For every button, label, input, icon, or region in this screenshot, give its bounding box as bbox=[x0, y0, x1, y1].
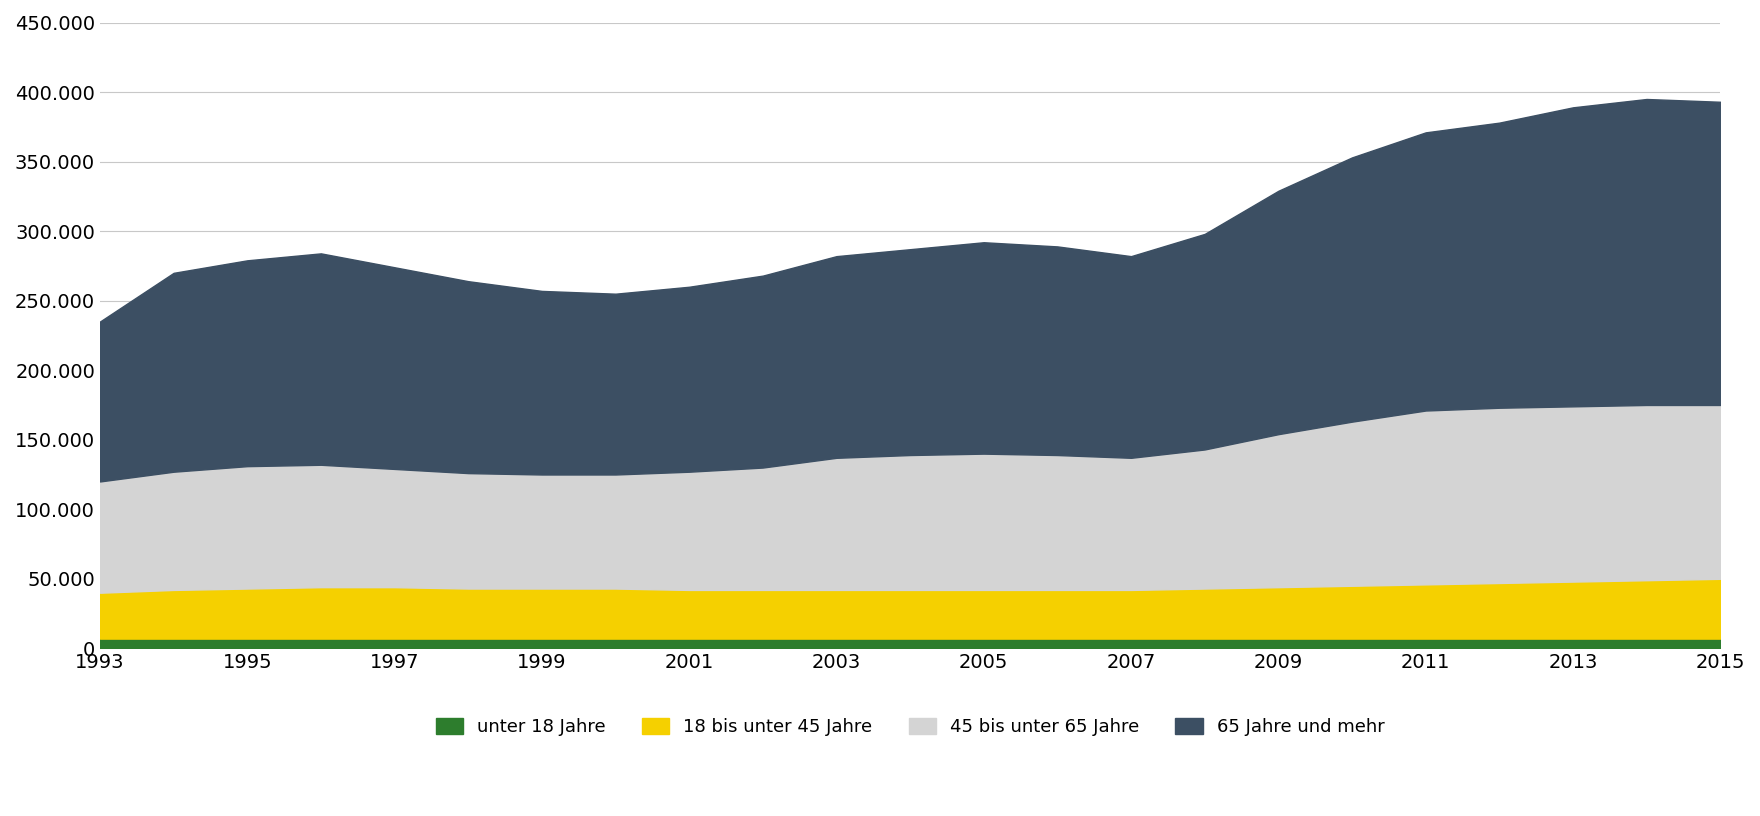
Legend: unter 18 Jahre, 18 bis unter 45 Jahre, 45 bis unter 65 Jahre, 65 Jahre und mehr: unter 18 Jahre, 18 bis unter 45 Jahre, 4… bbox=[428, 711, 1392, 743]
